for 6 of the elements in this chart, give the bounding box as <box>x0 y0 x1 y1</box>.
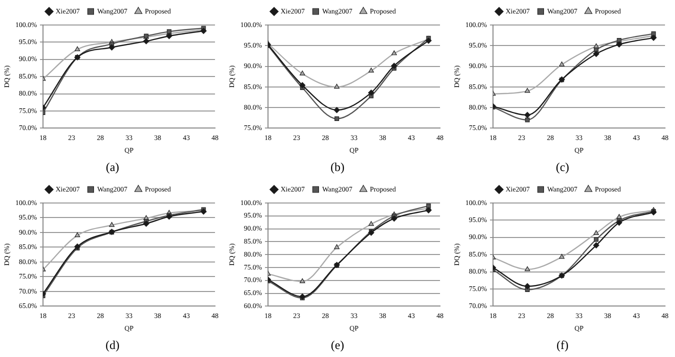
text: (e) <box>330 337 346 354</box>
text: (b) <box>330 159 346 176</box>
text: (a) <box>104 159 120 176</box>
text: (f) <box>556 337 570 354</box>
text: (d) <box>104 337 120 354</box>
text: (c) <box>554 159 570 176</box>
